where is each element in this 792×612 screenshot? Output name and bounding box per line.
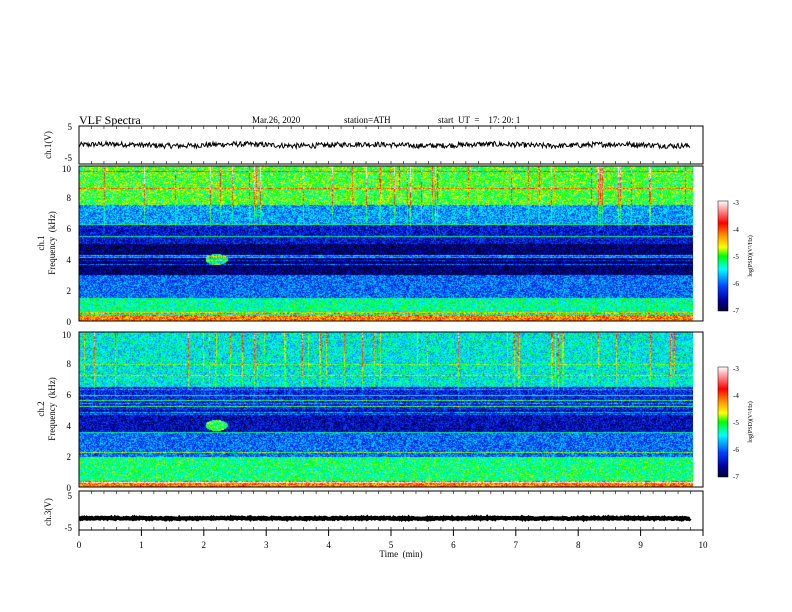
figure-start-time: start UT = 17: 20: 1 <box>438 115 520 125</box>
figure-date: Mar.26, 2020 <box>252 115 301 125</box>
ch2-spectrogram-frame <box>78 331 704 488</box>
ch1-colorbar-label: log(PSD)(V²/Hz) <box>747 235 754 276</box>
ch2-spectrogram-panel: 10 8 6 4 2 0 ch.2 Frequency (kHz) <box>36 330 704 493</box>
ch2-colorbar: -3 -4 -5 -6 -7 log(PSD)(V²/Hz) <box>717 365 754 481</box>
time-axis-label: Time (min) <box>379 549 422 559</box>
time-axis-tick-label: 4 <box>326 540 331 550</box>
ch1-cbar-tick-m6: -6 <box>733 280 739 288</box>
ch1-ytick-4: 4 <box>67 255 72 265</box>
ch1-voltage-panel: 5 -5 ch.1(V) <box>43 122 704 165</box>
time-axis: 0 1 2 3 4 5 6 7 8 9 10 <box>77 126 708 550</box>
ch1-ytick-10: 10 <box>62 164 72 174</box>
time-axis-tick-label: 1 <box>139 540 144 550</box>
ch3-voltage-trace <box>78 514 692 523</box>
ch3-ytick-top: 5 <box>68 491 73 501</box>
ch2-ytick-8: 8 <box>67 359 72 369</box>
ch2-colorbar-label: log(PSD)(V²/Hz) <box>747 401 754 442</box>
time-axis-tick-label: 2 <box>202 540 207 550</box>
ch2-spectrogram-image <box>79 332 693 487</box>
ch1-ytick-2: 2 <box>67 286 72 296</box>
ch1-ytick-6: 6 <box>67 224 72 234</box>
ch1-cbar-tick-m4: -4 <box>733 226 739 234</box>
ch1-spectrogram-image <box>79 166 693 321</box>
time-axis-tick-label: 6 <box>451 540 456 550</box>
ch1-colorbar-scale <box>717 200 729 312</box>
ch2-cbar-tick-m4: -4 <box>733 392 739 400</box>
ch2-colorbar-scale <box>717 366 729 478</box>
ch3-voltage-ylabel: ch.3(V) <box>43 498 53 526</box>
ch1-spectrogram-ylabel-channel: ch.1 <box>36 235 46 250</box>
ch1-spectrogram-ylabel-frequency: Frequency (kHz) <box>47 211 57 274</box>
ch1-cbar-tick-m3: -3 <box>733 199 739 207</box>
ch2-ytick-4: 4 <box>67 421 72 431</box>
ch1-cbar-tick-m7: -7 <box>733 307 739 315</box>
ch1-ytick-bottom: -5 <box>65 153 73 163</box>
ch1-voltage-ylabel: ch.1(V) <box>43 131 53 159</box>
ch2-ytick-2: 2 <box>67 452 72 462</box>
ch2-cbar-tick-m5: -5 <box>733 419 739 427</box>
ch2-ytick-0: 0 <box>67 483 72 493</box>
ch2-spectrogram-container <box>79 332 693 487</box>
ch2-spectrogram-ylabel-channel: ch.2 <box>36 401 46 416</box>
ch2-cbar-tick-m7: -7 <box>733 473 739 481</box>
ch3-ytick-bottom: -5 <box>65 523 73 533</box>
ch1-colorbar: -3 -4 -5 -6 -7 log(PSD)(V²/Hz) <box>717 199 754 315</box>
ch1-ytick-8: 8 <box>67 193 72 203</box>
time-axis-tick-label: 3 <box>264 540 269 550</box>
ch1-spectrogram-frame <box>78 165 704 322</box>
ch1-spectrogram-panel: 10 8 6 4 2 0 ch.1 Frequency (kHz) <box>36 164 704 327</box>
time-axis-tick-label: 7 <box>514 540 519 550</box>
ch2-ytick-10: 10 <box>62 330 72 340</box>
figure-title: VLF Spectra <box>79 113 141 127</box>
ch1-ytick-0: 0 <box>67 317 72 327</box>
time-axis-tick-label: 5 <box>389 540 394 550</box>
ch1-voltage-trace <box>78 139 691 151</box>
ch3-voltage-panel: 5 -5 ch.3(V) <box>43 490 704 533</box>
ch2-cbar-tick-m3: -3 <box>733 365 739 373</box>
figure-station: station=ATH <box>344 115 391 125</box>
ch1-spectrogram-container <box>79 166 693 321</box>
time-axis-tick-label: 8 <box>576 540 581 550</box>
ch1-ytick-top: 5 <box>68 122 73 132</box>
ch2-cbar-tick-m6: -6 <box>733 446 739 454</box>
ch1-cbar-tick-m5: -5 <box>733 253 739 261</box>
ch2-ytick-6: 6 <box>67 390 72 400</box>
time-axis-tick-label: 10 <box>699 540 709 550</box>
ch3-voltage-frame <box>78 490 704 531</box>
ch2-spectrogram-ylabel-frequency: Frequency (kHz) <box>47 377 57 440</box>
time-axis-tick-label: 0 <box>77 540 82 550</box>
time-axis-tick-label: 9 <box>638 540 643 550</box>
